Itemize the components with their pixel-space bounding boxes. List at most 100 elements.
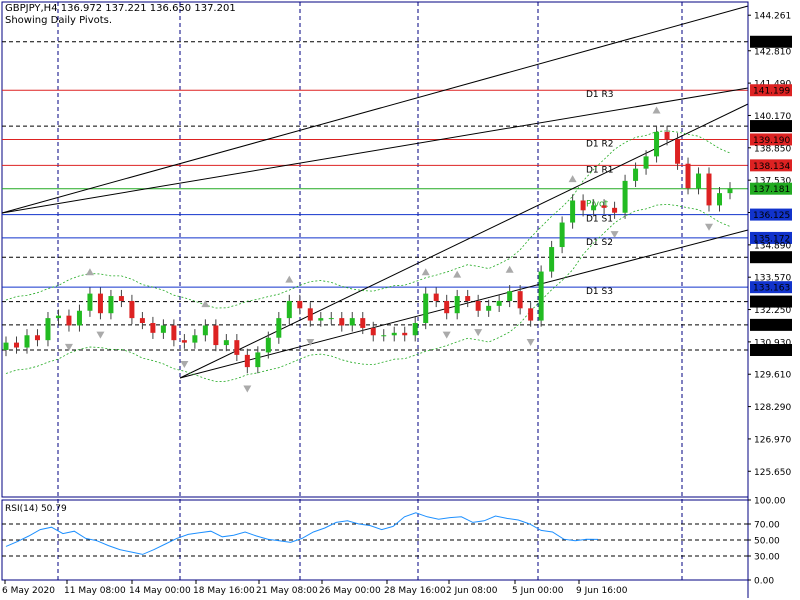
- time-label: 18 May 16:00: [193, 586, 255, 596]
- candle-body: [160, 325, 166, 333]
- candle-body: [717, 193, 723, 206]
- fractal-down-icon: [474, 329, 483, 337]
- price-tick-label: 128.290: [754, 403, 791, 413]
- rsi-tick-label: 30.00: [754, 553, 780, 563]
- price-tick-label: 125.650: [754, 468, 791, 478]
- time-label: 28 May 16:00: [384, 586, 446, 596]
- fractal-up-icon: [201, 300, 210, 308]
- candle-body: [139, 318, 145, 324]
- candle-body: [339, 318, 345, 326]
- candle-body: [444, 300, 450, 314]
- candle-body: [213, 325, 219, 346]
- fractal-up-icon: [505, 265, 514, 273]
- price-tick-label: 134.890: [754, 241, 791, 251]
- price-tag-box: [750, 208, 792, 221]
- pivot-level-label: D1 S3: [586, 287, 613, 297]
- price-tag-label: 139.737: [753, 123, 790, 133]
- candle-body: [423, 293, 429, 324]
- price-tag-label: 130.599: [753, 346, 790, 356]
- candle-body: [402, 332, 408, 336]
- fractal-down-icon: [64, 343, 73, 351]
- fractal-down-icon: [526, 338, 535, 346]
- price-tag-box: [750, 84, 792, 97]
- candle-body: [171, 325, 177, 341]
- candle-body: [234, 340, 240, 355]
- rsi-tick-label: 100.00: [754, 497, 786, 507]
- rsi-tick-label: 0.00: [754, 577, 774, 587]
- time-label: 2 Jun 08:00: [446, 586, 498, 596]
- candle-body: [549, 247, 555, 272]
- price-tick-label: 140.170: [754, 112, 791, 122]
- pivot-level-label: D1 S1: [586, 215, 613, 225]
- price-tick-label: 133.570: [754, 274, 791, 284]
- candle-body: [528, 308, 534, 321]
- rsi-tick-label: 50.00: [754, 537, 780, 547]
- candle-body: [381, 335, 387, 337]
- price-tag-box: [750, 133, 792, 146]
- fractal-down-icon: [243, 385, 252, 393]
- price-tag-label: 131.624: [753, 321, 790, 331]
- price-tag-label: 132.575: [753, 298, 790, 308]
- time-label: 5 Jun 00:00: [512, 586, 564, 596]
- pivot-level-label: Pivot: [586, 200, 609, 210]
- price-tag-box: [750, 231, 792, 244]
- price-tag-box: [750, 120, 792, 133]
- time-label: 14 May 00:00: [129, 586, 191, 596]
- candle-body: [391, 332, 397, 336]
- candle-body: [318, 318, 324, 321]
- price-tick-label: 137.530: [754, 177, 791, 187]
- candle-body: [45, 318, 51, 341]
- pivot-level-label: D1 R3: [586, 90, 614, 100]
- price-tag-label: 137.181: [753, 185, 790, 195]
- candle-body: [622, 180, 628, 213]
- price-tag-box: [750, 35, 792, 48]
- candle-body: [223, 340, 229, 346]
- candle-body: [181, 340, 187, 343]
- candle-body: [454, 296, 460, 314]
- price-tag-label: 143.177: [753, 38, 790, 48]
- price-tag-label: 133.163: [753, 284, 790, 294]
- trend-line: [179, 103, 749, 379]
- price-tick-label: 130.930: [754, 338, 791, 348]
- fractal-down-icon: [96, 331, 105, 339]
- candle-body: [633, 168, 639, 181]
- price-tag-label: 135.172: [753, 234, 790, 244]
- candle-body: [370, 327, 376, 336]
- fractal-up-icon: [652, 106, 661, 114]
- price-tick-label: 144.261: [754, 12, 791, 22]
- price-tick-label: 132.250: [754, 306, 791, 316]
- candle-body: [76, 310, 82, 326]
- candle-body: [202, 325, 208, 336]
- fractal-up-icon: [568, 175, 577, 183]
- candle-body: [108, 296, 114, 314]
- candle-body: [244, 354, 250, 368]
- price-tag-label: 138.134: [753, 162, 790, 172]
- rsi-line: [5, 512, 599, 555]
- candle-body: [675, 139, 681, 164]
- candle-body: [118, 296, 124, 301]
- candle-body: [255, 352, 261, 368]
- candle-body: [412, 323, 418, 336]
- price-tick-label: 138.850: [754, 144, 791, 154]
- pivot-level-label: D1 R2: [586, 139, 614, 149]
- candle-body: [465, 296, 471, 301]
- rsi-tick-label: 70.00: [754, 521, 780, 531]
- price-tag-box: [750, 343, 792, 356]
- chart-subtitle: Showing Daily Pivots.: [5, 15, 113, 26]
- candle-body: [328, 318, 334, 320]
- trend-line: [179, 229, 749, 379]
- candle-body: [664, 131, 670, 140]
- candle-body: [654, 131, 660, 157]
- price-tag-box: [750, 318, 792, 331]
- candle-body: [727, 188, 733, 194]
- band-line: [5, 203, 731, 383]
- candle-body: [517, 291, 523, 309]
- candle-body: [570, 200, 576, 223]
- candle-body: [66, 315, 72, 326]
- price-tag-box: [750, 281, 792, 294]
- pivot-level-label: D1 S2: [586, 238, 613, 248]
- candle-body: [591, 205, 597, 211]
- candle-body: [433, 293, 439, 301]
